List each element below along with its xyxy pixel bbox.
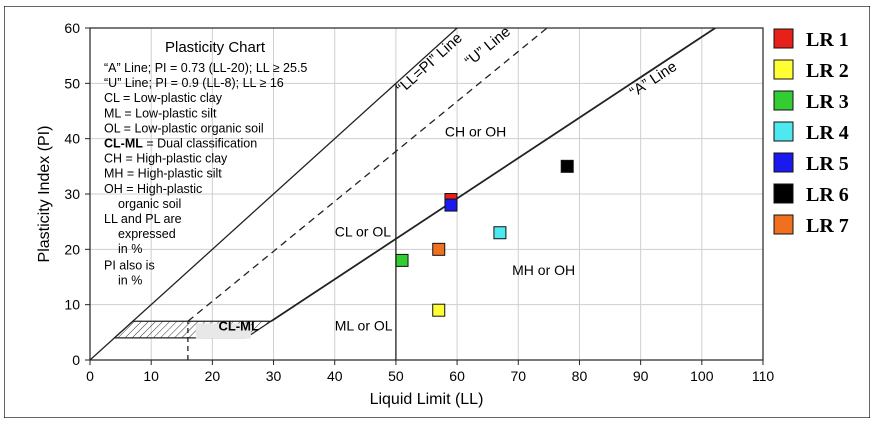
x-tick-label: 100 — [690, 368, 714, 384]
legend-swatch — [773, 121, 794, 142]
data-point-lr-5 — [444, 198, 458, 212]
a-line-label: “A” Line — [627, 58, 680, 101]
y-tick-label: 50 — [64, 75, 80, 91]
x-tick-label: 90 — [633, 368, 649, 384]
note-line: “A” Line; PI = 0.73 (LL-20); LL ≥ 25.5 — [104, 61, 307, 75]
legend-swatch — [773, 152, 794, 173]
x-tick-label: 70 — [510, 368, 526, 384]
zone-label: CH or OH — [445, 124, 506, 140]
legend-swatch — [773, 214, 794, 235]
note-line: OL = Low-plastic organic soil — [104, 121, 264, 135]
LL-PI-line-label: “LL=PI” Line — [393, 30, 465, 98]
note-line: “U” Line; PI = 0.9 (LL-8); LL ≥ 16 — [104, 76, 284, 90]
note-line: organic soil — [118, 197, 181, 211]
legend-label: LR 4 — [806, 122, 849, 144]
axes: 0 10 20 30 40 50 60 70 80 90 100 110 0 10 20 30 40 50 60 Li… — [36, 20, 774, 408]
legend-label: LR 5 — [806, 153, 849, 175]
note-line: CL-ML = Dual classification — [104, 137, 257, 151]
x-tick-label: 0 — [86, 368, 94, 384]
note-line: CH = High-plastic clay — [104, 152, 228, 166]
reference-line-labels: “LL=PI” Line“U” Line “A” Line — [393, 23, 680, 101]
chart-title: Plasticity Chart — [165, 39, 266, 56]
x-tick-label: 10 — [143, 368, 159, 384]
x-tick-label: 40 — [327, 368, 343, 384]
note-line: LL and PL are — [104, 212, 182, 226]
note-line: PI also is — [104, 258, 155, 272]
data-point-lr-6 — [560, 159, 574, 173]
data-point-lr-3 — [395, 253, 409, 267]
zone-label: CL or OL — [335, 223, 391, 239]
reference-line — [270, 28, 716, 323]
cl-ml-label-background — [195, 323, 251, 339]
y-tick-label: 20 — [64, 241, 80, 257]
legend-label: LR 1 — [806, 29, 849, 51]
reference-line — [187, 28, 548, 322]
u-line-label: “U” Line — [462, 23, 514, 70]
zone-label: ML or OL — [335, 317, 393, 333]
x-tick-label: 30 — [266, 368, 282, 384]
legend-label: LR 7 — [806, 215, 849, 237]
x-tick-label: 110 — [752, 368, 775, 384]
legend: LR 1 LR 2 LR 3 LR 4 LR 5 LR 6 LR 7 — [773, 28, 849, 237]
legend-swatch — [773, 59, 794, 80]
data-point-lr-2 — [432, 303, 446, 317]
legend-swatch — [773, 28, 794, 49]
reference-lines — [90, 28, 716, 360]
data-point-lr-7 — [432, 242, 446, 256]
y-tick-label: 0 — [72, 352, 80, 368]
plasticity-chart-figure: “LL=PI” Line “U” Line “A” Line CH or OH CL … — [3, 5, 871, 419]
x-tick-label: 20 — [205, 368, 221, 384]
legend-label: LR 6 — [806, 184, 849, 206]
y-tick-label: 30 — [64, 186, 80, 202]
legend-swatch — [773, 90, 794, 111]
x-tick-label: 60 — [449, 368, 465, 384]
notes-box: Plasticity Chart “A” Line; PI = 0.73 (LL-… — [104, 39, 307, 287]
note-line: ML = Low-plastic silt — [104, 106, 217, 120]
data-point-lr-4 — [493, 226, 507, 240]
legend-label: LR 2 — [806, 60, 849, 82]
zone-label: MH or OH — [512, 262, 575, 278]
plasticity-chart: “LL=PI” Line“U” Line “A” Line CH or OH CL … — [3, 5, 871, 419]
y-tick-label: 60 — [64, 20, 80, 36]
x-axis-label: Liquid Limit (LL) — [370, 391, 484, 408]
legend-swatch — [773, 183, 794, 204]
note-line: OH = High-plastic — [104, 182, 202, 196]
y-tick-label: 40 — [64, 131, 80, 147]
x-tick-label: 80 — [572, 368, 588, 384]
note-line: CL = Low-plastic clay — [104, 91, 223, 105]
note-line: in % — [118, 273, 142, 287]
y-axis-label: Plasticity Index (PI) — [36, 126, 53, 263]
x-tick-label: 50 — [388, 368, 404, 384]
y-tick-label: 10 — [64, 297, 80, 313]
note-line: expressed — [118, 227, 176, 241]
note-line: in % — [118, 242, 142, 256]
zone-label: CL-ML — [218, 318, 258, 333]
note-line: MH = High-plastic silt — [104, 167, 222, 181]
data-points — [395, 159, 574, 317]
zone-labels: CH or OH CL or OL MH or OH ML or OL CL-ML — [218, 124, 575, 334]
legend-label: LR 3 — [806, 91, 849, 113]
